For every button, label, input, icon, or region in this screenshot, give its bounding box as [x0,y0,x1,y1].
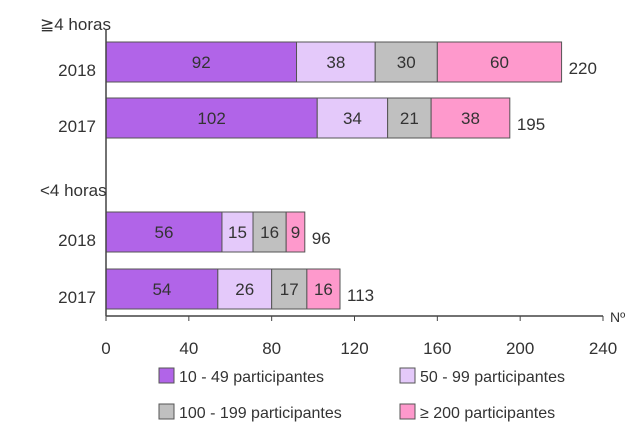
bar-segment [374,41,438,83]
labels-layer: 92 38 30 60 220 102 34 21 38 195 56 15 16 9 96 54 26 17 16… [40,15,597,307]
x-tick-label: 160 [423,339,451,358]
legend-label: 100 - 199 participantes [179,405,342,422]
x-tick-label: 120 [340,339,368,358]
legend-swatch [399,367,416,384]
x-tick-label: 40 [179,339,198,358]
bar-segment [285,211,306,253]
data-label: 21 [400,109,419,128]
total-label: 113 [347,286,374,305]
legend-swatch [399,403,416,420]
bar-segment [221,211,254,253]
total-label: 220 [569,59,597,78]
x-tick-label: 80 [262,339,281,358]
data-label: 38 [326,53,345,72]
data-label: 102 [197,109,225,128]
bar-segment [271,268,308,310]
legend-swatch [158,403,175,420]
legend: 10 - 49 participantes 50 - 99 participant… [158,367,565,422]
category-label: 2018 [58,231,96,250]
data-label: 60 [490,53,509,72]
bar-segment [430,97,511,139]
legend-label: 10 - 49 participantes [179,369,324,386]
category-label: 2017 [58,288,96,307]
x-tick-label: 0 [101,339,110,358]
data-label: 16 [260,223,279,242]
legend-label: ≥ 200 participantes [420,405,555,422]
total-label: 96 [312,229,331,248]
bar-segment [217,268,273,310]
bar-segment [296,41,376,83]
data-label: 15 [228,223,247,242]
data-label: 16 [314,280,333,299]
bar-segment [105,268,219,310]
x-tick-label: 240 [589,339,617,358]
bar-segment [387,97,432,139]
data-label: 17 [280,280,299,299]
x-tick-label: 200 [506,339,534,358]
category-label: 2017 [58,117,96,136]
group-label: <4 horas [40,181,107,200]
category-label: 2018 [58,61,96,80]
data-label: 54 [152,280,171,299]
data-label: 34 [343,109,362,128]
legend-label: 50 - 99 participantes [420,369,565,386]
data-label: 56 [155,223,174,242]
bars-layer [105,41,563,310]
legend-swatch [158,367,175,384]
data-label: 9 [291,223,300,242]
total-label: 195 [517,115,545,134]
data-label: 38 [461,109,480,128]
bar-segment [436,41,563,83]
x-axis-label: Nº [610,309,625,325]
group-label: ≧4 horas [40,15,111,34]
data-label: 30 [397,53,416,72]
axes-layer: 0 40 80 120 160 200 240 Nº [101,30,625,358]
bar-segment [105,41,298,83]
bar-segment [306,268,341,310]
bar-segment [105,97,318,139]
data-label: 26 [235,280,254,299]
bar-segment [316,97,389,139]
data-label: 92 [192,53,211,72]
